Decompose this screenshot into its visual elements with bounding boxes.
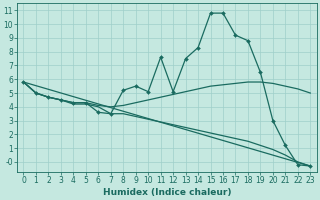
X-axis label: Humidex (Indice chaleur): Humidex (Indice chaleur) xyxy=(103,188,231,197)
